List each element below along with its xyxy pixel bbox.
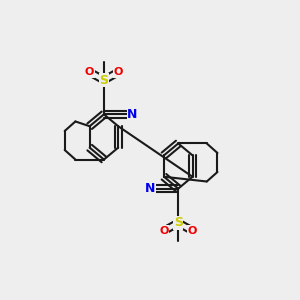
Text: S: S (174, 216, 183, 229)
Text: O: O (85, 67, 94, 77)
Text: N: N (145, 182, 155, 195)
Text: S: S (99, 74, 108, 87)
Text: N: N (127, 108, 138, 121)
Text: O: O (188, 226, 197, 236)
Text: O: O (113, 67, 123, 77)
Text: O: O (159, 226, 169, 236)
